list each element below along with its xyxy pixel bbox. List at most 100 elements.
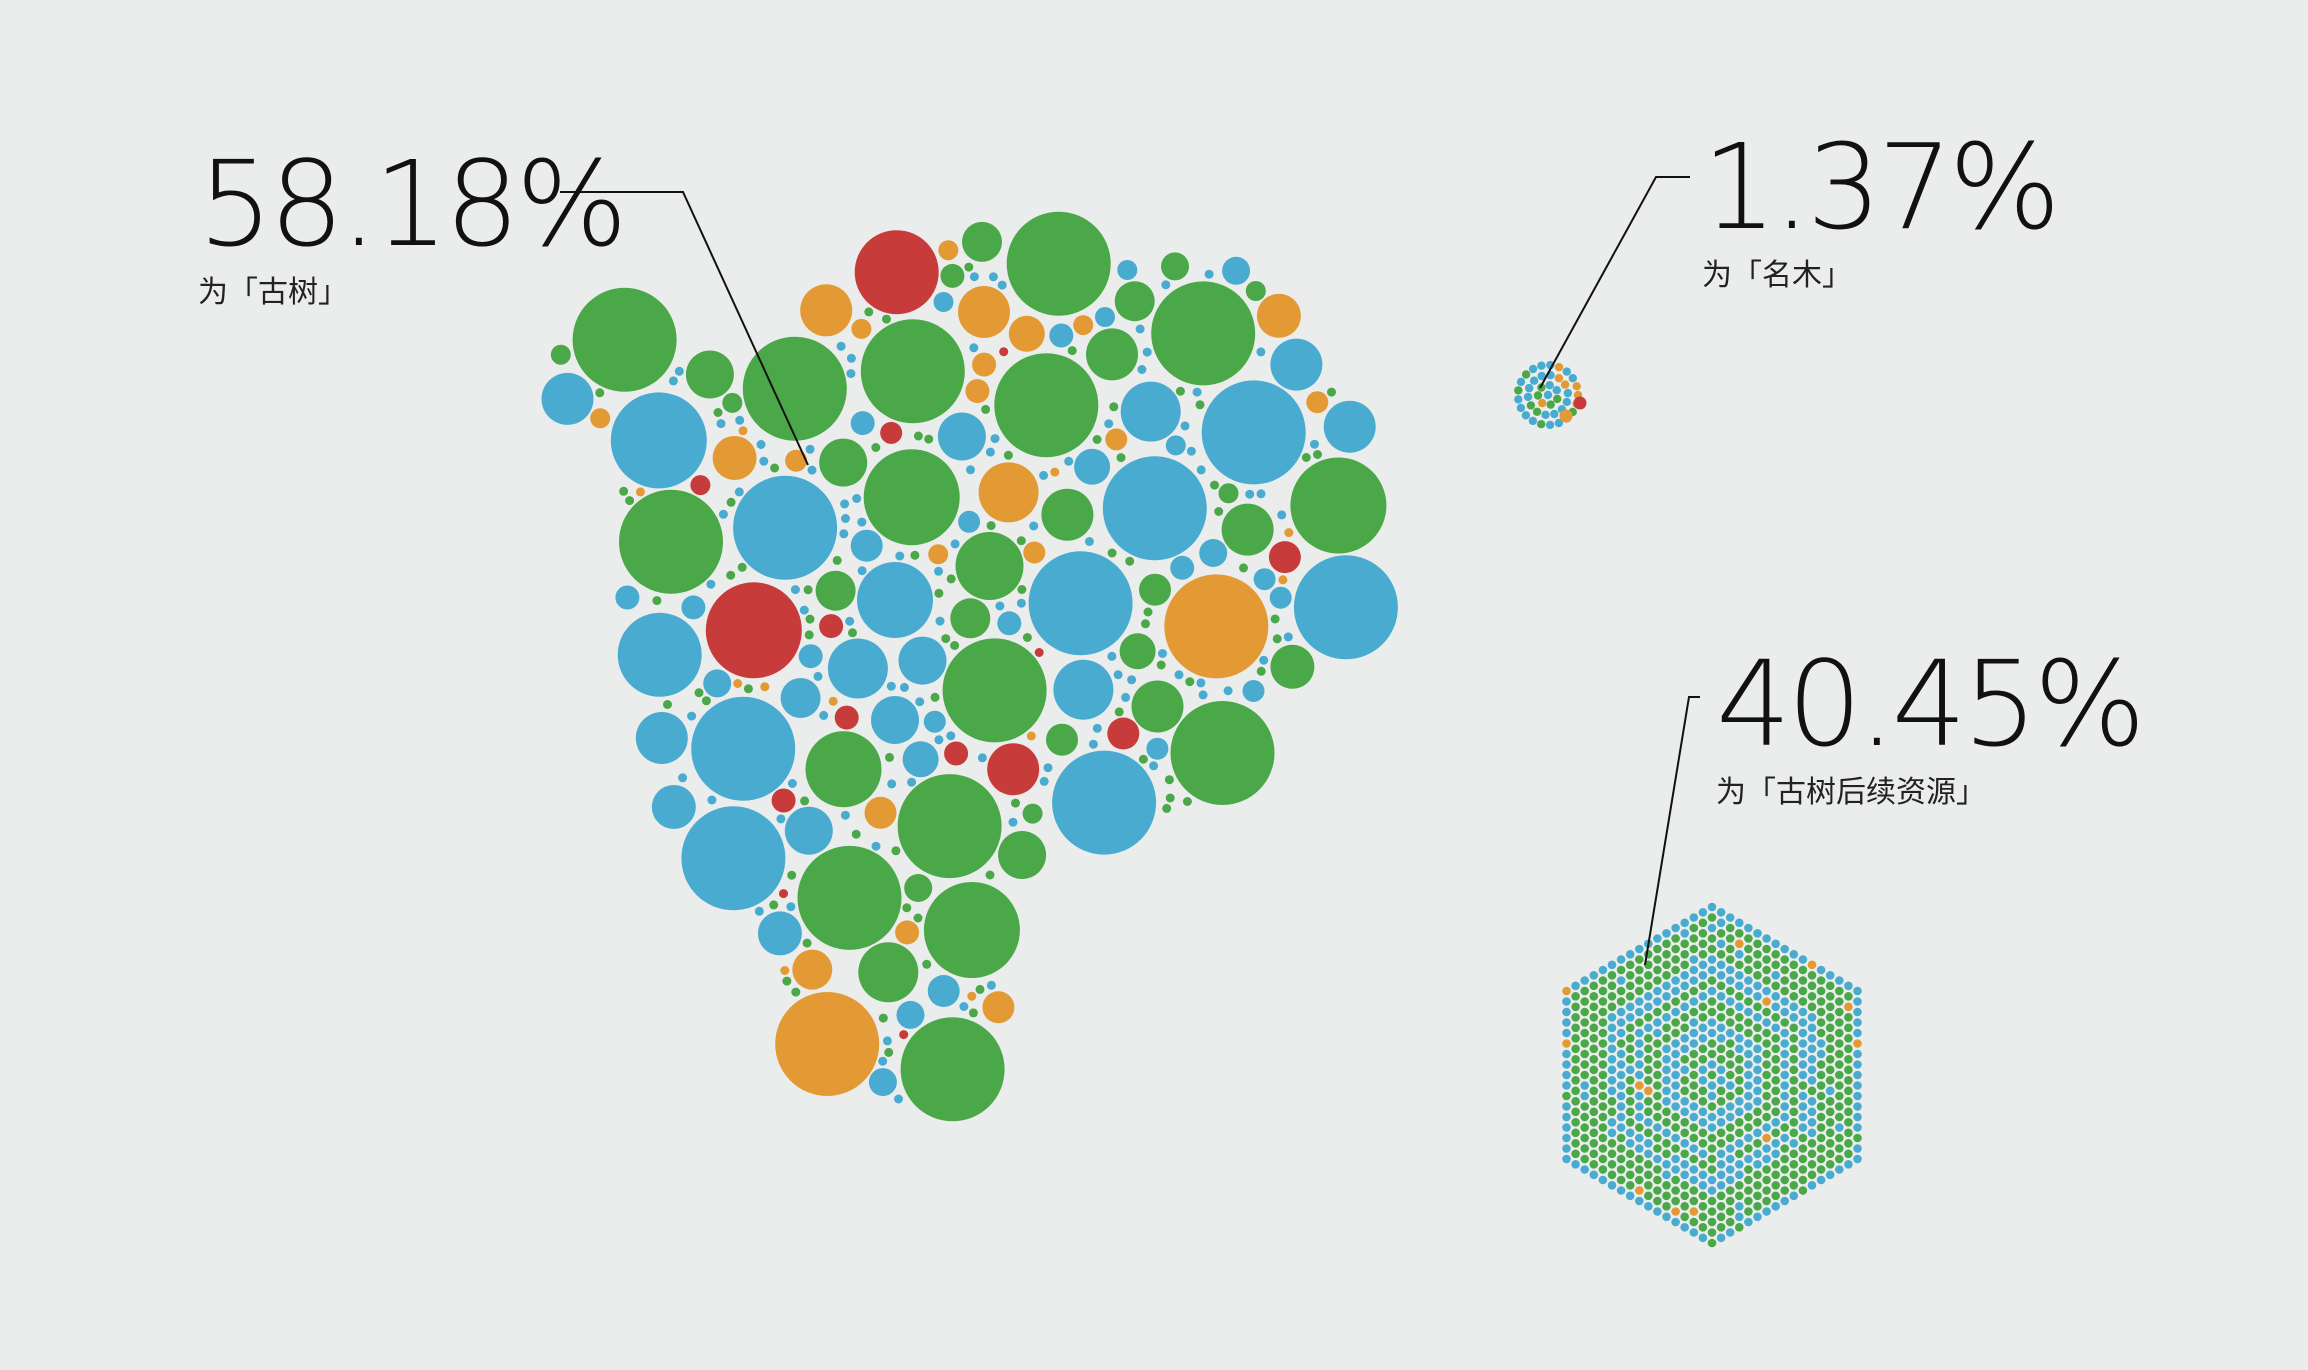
- bubble: [1671, 944, 1680, 954]
- bubble: [1671, 1028, 1680, 1038]
- bubble: [1689, 976, 1699, 985]
- bubble: [934, 566, 943, 576]
- bubble: [1589, 971, 1599, 980]
- bubble: [1725, 1228, 1735, 1237]
- bubble: [1735, 1013, 1744, 1022]
- bubble: [1616, 1165, 1626, 1174]
- bubble: [1789, 1076, 1799, 1085]
- bubble: [805, 731, 882, 808]
- bubble: [1164, 775, 1174, 785]
- bubble: [1135, 324, 1145, 334]
- bubble: [1580, 1154, 1589, 1164]
- bubble: [1653, 1028, 1662, 1038]
- bubble: [1562, 1039, 1571, 1048]
- bubble: [839, 529, 849, 539]
- bubble: [1662, 1191, 1671, 1201]
- bubble: [1084, 537, 1094, 546]
- bubble: [1671, 986, 1680, 996]
- bubble: [1562, 1070, 1571, 1080]
- bubble: [1716, 1139, 1726, 1148]
- bubble: [1598, 965, 1608, 975]
- bubble: [1771, 1055, 1780, 1064]
- bubble: [1780, 976, 1789, 985]
- bubble: [1807, 1055, 1817, 1064]
- leader-line-reserve: [1644, 696, 1700, 966]
- bubble: [1816, 1039, 1826, 1048]
- bubble: [1616, 1060, 1626, 1069]
- bubble: [1635, 997, 1644, 1006]
- bubble: [1625, 1128, 1635, 1138]
- bubble: [1671, 1049, 1680, 1059]
- bubble: [1762, 1196, 1771, 1206]
- bubble: [1562, 1123, 1571, 1132]
- bubble: [900, 1017, 1005, 1122]
- bubble: [1541, 410, 1550, 419]
- bubble: [852, 494, 862, 503]
- bubble: [965, 379, 990, 404]
- bubble: [1716, 908, 1726, 917]
- bubble: [1107, 717, 1140, 750]
- bubble: [1293, 555, 1398, 660]
- bubble: [1825, 1170, 1835, 1180]
- bubble: [1028, 551, 1133, 656]
- bubble: [1589, 992, 1599, 1001]
- bubble: [851, 829, 861, 839]
- bubble: [1616, 1049, 1626, 1059]
- bubble: [1662, 1013, 1671, 1022]
- bubble: [1662, 992, 1671, 1001]
- bubble: [871, 696, 919, 744]
- bubble: [1807, 1086, 1817, 1096]
- bubble: [944, 741, 969, 766]
- bubble: [1735, 1181, 1744, 1190]
- bubble: [1625, 1149, 1635, 1159]
- bubble: [1562, 1018, 1571, 1027]
- bubble: [1137, 365, 1147, 374]
- bubble: [1844, 1065, 1853, 1075]
- bubble: [1616, 1070, 1626, 1080]
- bubble: [1707, 955, 1717, 964]
- bubble: [1725, 1102, 1735, 1111]
- bubble: [1707, 1196, 1717, 1206]
- bubble: [1825, 1107, 1835, 1117]
- bubble: [1680, 960, 1689, 970]
- bubble: [1844, 992, 1853, 1001]
- bubble: [969, 272, 979, 282]
- bubble: [1270, 614, 1280, 624]
- bubble: [1635, 1196, 1644, 1206]
- bubble: [1798, 1028, 1808, 1038]
- bubble: [1744, 923, 1753, 933]
- bubble: [1762, 1070, 1771, 1080]
- bubble: [1269, 586, 1292, 609]
- bubble: [1753, 1212, 1762, 1222]
- bubble: [1598, 1049, 1608, 1059]
- bubble: [1844, 1034, 1853, 1043]
- bubble: [1825, 1118, 1835, 1127]
- bubble: [1716, 929, 1726, 938]
- bubble: [1149, 761, 1159, 771]
- bubble: [1744, 1165, 1753, 1174]
- bubble: [1195, 400, 1205, 410]
- bubble: [1607, 1128, 1617, 1138]
- bubble: [1689, 934, 1699, 943]
- bubble: [635, 712, 688, 764]
- bubble: [1807, 1034, 1817, 1043]
- bubble: [1735, 1170, 1744, 1180]
- bubble: [1725, 1123, 1735, 1132]
- bubble: [1635, 1144, 1644, 1153]
- bubble: [959, 1002, 969, 1011]
- bubble: [737, 562, 747, 572]
- bubble: [1689, 1196, 1699, 1206]
- bubble: [1780, 1081, 1789, 1090]
- bubble: [1607, 981, 1617, 991]
- bubble: [1644, 1023, 1653, 1033]
- bubble: [1716, 1212, 1726, 1222]
- bubble: [1516, 377, 1526, 387]
- bubble: [1662, 1212, 1671, 1222]
- bubble: [1680, 1139, 1689, 1148]
- bubble: [787, 870, 797, 880]
- bubble: [1735, 992, 1744, 1001]
- bubble: [1707, 1175, 1717, 1185]
- bubble: [1218, 483, 1239, 504]
- bubble: [1816, 1154, 1826, 1164]
- bubble: [1616, 1007, 1626, 1017]
